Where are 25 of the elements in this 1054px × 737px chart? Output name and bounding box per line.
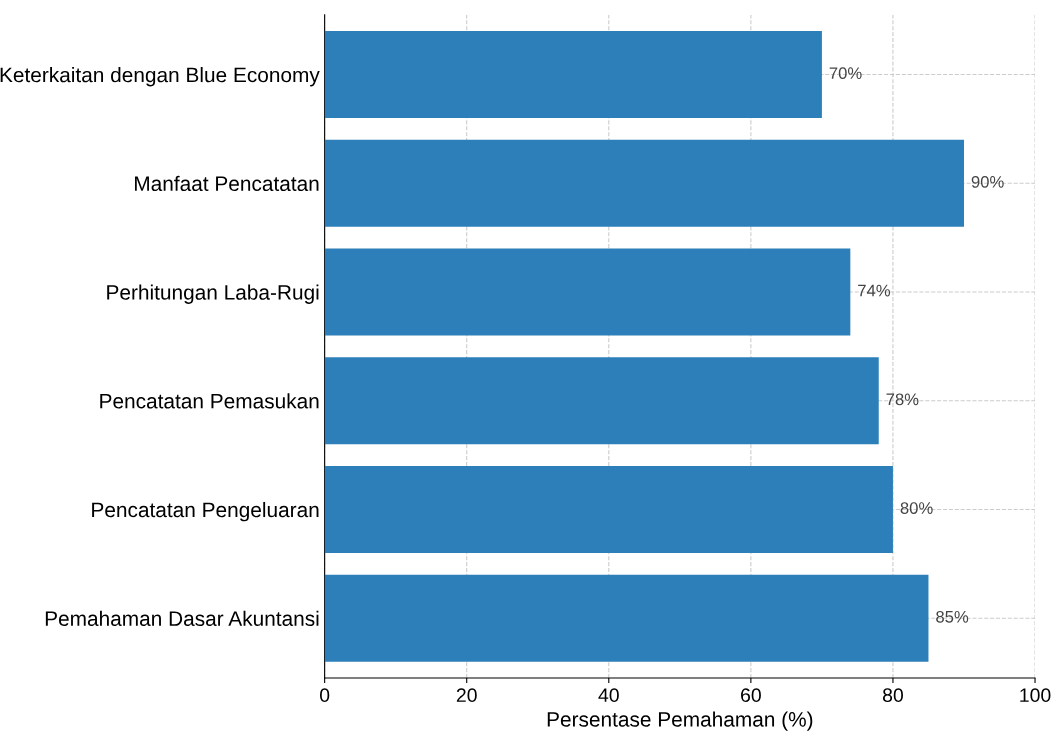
data-label: 90% xyxy=(971,175,1004,188)
bar xyxy=(324,248,851,336)
x-tick-label: 0 xyxy=(319,688,330,703)
data-label: 74% xyxy=(858,284,891,297)
x-tick-label: 40 xyxy=(598,688,619,703)
x-tick-label: 100 xyxy=(1020,688,1051,703)
bar xyxy=(324,31,822,119)
y-tick-label: Pemahaman Dasar Akuntansi xyxy=(45,610,319,626)
y-tick-label: Pencatatan Pemasukan xyxy=(100,393,319,409)
x-tick-label: 80 xyxy=(882,688,903,703)
bar xyxy=(324,466,893,553)
x-tick-label: 60 xyxy=(741,688,761,703)
y-tick-label: Manfaat Pencatatan xyxy=(135,175,319,192)
data-label: 70% xyxy=(829,67,862,80)
x-tick-label: 20 xyxy=(456,688,477,703)
bar xyxy=(324,574,929,662)
bar xyxy=(324,357,879,445)
y-tick-label: Keterkaitan dengan Blue Economy xyxy=(0,67,320,87)
data-label: 80% xyxy=(900,502,933,514)
y-tick-label: Pencatatan Pengeluaran xyxy=(92,501,319,522)
data-label: 78% xyxy=(886,393,919,406)
y-tick-label: Perhitungan Laba-Rugi xyxy=(107,284,319,304)
data-label: 85% xyxy=(936,610,969,623)
x-axis-title: Persentase Pemahaman (%) xyxy=(547,711,813,731)
bar xyxy=(324,139,964,227)
